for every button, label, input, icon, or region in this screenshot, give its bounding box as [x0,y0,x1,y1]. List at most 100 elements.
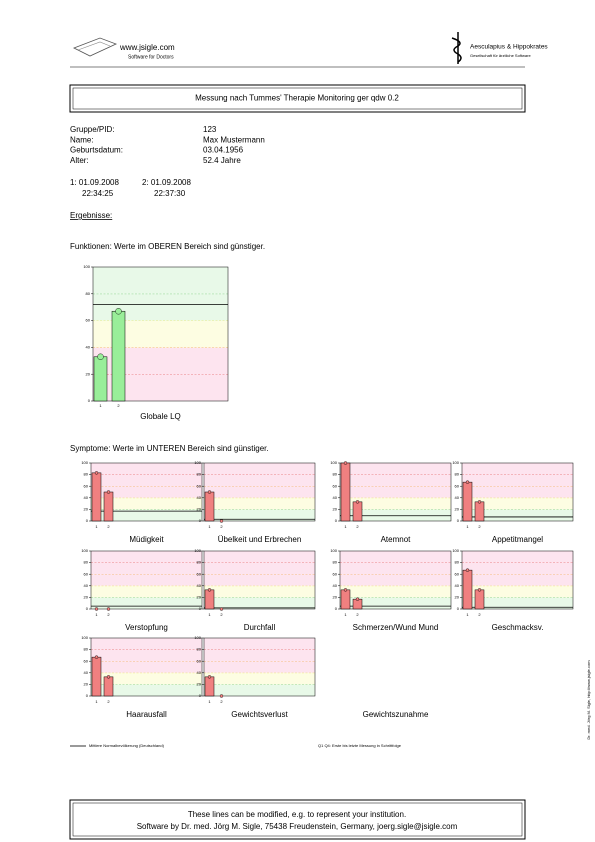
band [462,562,573,575]
y-tick-label: 40 [84,495,89,500]
band [204,638,315,650]
bar [204,491,215,522]
y-tick-label: 80 [333,472,338,477]
bar-marker [106,607,111,611]
y-tick-label: 60 [333,571,338,576]
band [462,497,573,510]
band [462,486,573,498]
band [91,684,202,696]
bar [462,481,473,522]
y-tick-label: 40 [197,495,202,500]
bar [93,356,108,402]
bar [91,656,102,697]
x-tick-label: 2 [356,612,359,617]
y-tick-label: 40 [197,670,202,675]
x-tick-label: 2 [107,524,110,529]
plot-frame [461,550,574,610]
y-tick-label: 0 [199,518,202,523]
band [204,661,315,673]
y-tick-label: 20 [455,594,460,599]
bar [340,462,351,522]
band [204,649,315,662]
y-tick-label: 0 [335,606,338,611]
y-tick-label: 40 [86,344,91,349]
footer-line: Software by Dr. med. Jörg M. Sigle, 7543… [137,822,458,831]
field-value: 52.4 Jahre [203,156,241,165]
chart-title: Gewichtszunahme [363,710,429,719]
band [340,585,451,598]
logo-text: www.jsigle.com [119,43,175,52]
y-tick-label: 40 [333,495,338,500]
y-tick-label: 40 [333,583,338,588]
bar [474,589,485,610]
symptoms-note: Symptome: Werte im UNTEREN Bereich sind … [70,444,269,453]
y-tick-label: 0 [86,693,89,698]
band [91,486,202,498]
bar [91,472,102,522]
band [462,551,573,563]
y-tick-label: 80 [86,291,91,296]
band [93,267,228,294]
plot-frame [203,550,316,610]
plot-frame [92,266,229,402]
y-tick-label: 100 [194,635,201,640]
chart: Übelkeit und Erbrechen 0 20 40 60 80 100 1 2 [194,460,316,544]
y-tick-label: 80 [455,472,460,477]
band [204,497,315,510]
bar-marker [106,490,111,494]
y-tick-label: 80 [197,472,202,477]
bar [103,491,114,522]
chart: Verstopfung 0 20 40 60 80 100 1 2 [81,548,203,632]
y-tick-label: 100 [81,548,88,553]
band [91,574,202,586]
measurement-date: 1: 01.09.2008 [70,178,119,187]
legend-reference: Mittlere Normalbevölkerung (Deutschland) [89,743,165,748]
x-tick-label: 1 [466,612,469,617]
x-tick-label: 1 [208,699,211,704]
y-tick-label: 60 [84,658,89,663]
bar [204,589,215,610]
bar-marker [465,568,470,572]
band [204,597,315,609]
x-tick-label: 1 [95,612,98,617]
bar-marker [94,655,99,659]
y-tick-label: 100 [194,548,201,553]
y-tick-label: 40 [455,495,460,500]
chart: Appetitmangel 0 20 40 60 80 100 1 2 [452,460,574,544]
y-tick-label: 100 [330,460,337,465]
chart-title: Appetitmangel [492,535,543,544]
bar-marker [219,694,224,698]
band [204,574,315,586]
y-tick-label: 100 [330,548,337,553]
y-tick-label: 80 [84,560,89,565]
band [91,474,202,487]
y-tick-label: 40 [455,583,460,588]
chart: Schmerzen/Wund Mund 0 20 40 60 80 100 1 2 [330,548,452,632]
x-tick-label: 2 [220,699,223,704]
chart: Müdigkeit 0 20 40 60 80 100 1 2 [81,460,203,544]
plot-frame [461,462,574,522]
band [462,597,573,609]
field-label: Geburtsdatum: [70,146,123,155]
bar-marker [355,597,360,601]
y-tick-label: 80 [84,647,89,652]
y-tick-label: 20 [84,506,89,511]
title-box-inner [72,87,523,110]
y-tick-label: 40 [84,670,89,675]
band [91,509,202,521]
band [204,684,315,696]
measurement-time: 22:37:30 [154,189,186,198]
band [340,562,451,575]
y-tick-label: 0 [457,518,460,523]
bar-marker [94,607,99,611]
band [204,562,315,575]
x-tick-label: 2 [478,612,481,617]
y-tick-label: 80 [333,560,338,565]
bar-marker [207,588,212,592]
y-tick-label: 20 [333,594,338,599]
measurement-time: 22:34:25 [82,189,114,198]
bar [340,589,351,610]
y-tick-label: 100 [81,635,88,640]
band [91,497,202,510]
band [462,574,573,586]
